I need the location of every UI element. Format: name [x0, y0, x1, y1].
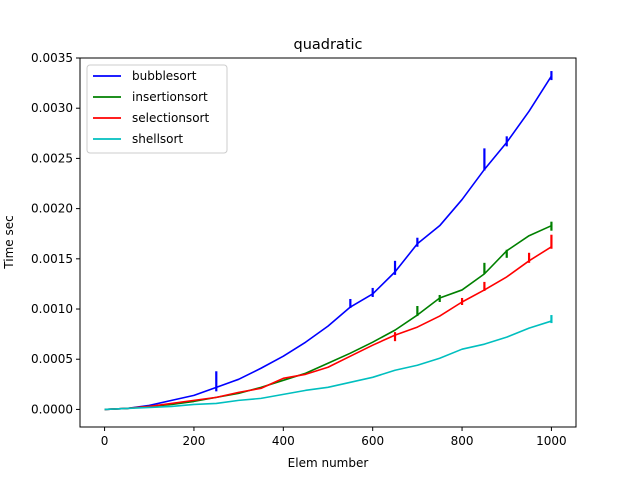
- x-tick-label: 800: [451, 434, 474, 448]
- series-line-insertionsort: [104, 224, 552, 411]
- x-axis: 0 200 400 600 800 1000: [101, 427, 567, 448]
- x-tick-label: 200: [182, 434, 205, 448]
- y-tick-label: 0.0015: [31, 252, 73, 266]
- legend-box: [86, 64, 228, 154]
- series-line-shellsort: [104, 320, 552, 411]
- x-tick-label: 1000: [536, 434, 567, 448]
- y-tick-label: 0.0035: [31, 51, 73, 65]
- x-tick-label: 400: [272, 434, 295, 448]
- x-tick-label: 600: [361, 434, 384, 448]
- x-axis-label: Elem number: [288, 456, 369, 470]
- y-tick-label: 0.0020: [31, 202, 73, 216]
- chart-title: quadratic: [293, 37, 362, 53]
- y-axis: 0.0000 0.0005 0.0010 0.0015 0.0020 0.0025 0.00…: [31, 51, 80, 416]
- axes-frame: [79, 57, 577, 428]
- y-axis-label: Time sec: [2, 215, 16, 269]
- x-tick-label: 0: [101, 434, 109, 448]
- y-tick-label: 0.0030: [31, 101, 73, 115]
- y-tick-label: 0.0000: [31, 402, 73, 416]
- series-line-selectionsort: [104, 246, 552, 411]
- series-line-bubblesort: [104, 75, 553, 411]
- y-tick-label: 0.0010: [31, 302, 73, 316]
- y-tick-label: 0.0025: [31, 151, 73, 165]
- series-layer: [104, 71, 553, 411]
- legend: bubblesort insertionsort selectionsort shel…: [86, 64, 228, 154]
- legend-label-bubblesort: bubblesort: [132, 69, 197, 83]
- legend-label-insertionsort: insertionsort: [132, 90, 208, 104]
- legend-label-selectionsort: selectionsort: [132, 111, 209, 125]
- legend-label-shellsort: shellsort: [132, 132, 183, 146]
- y-tick-label: 0.0005: [31, 352, 73, 366]
